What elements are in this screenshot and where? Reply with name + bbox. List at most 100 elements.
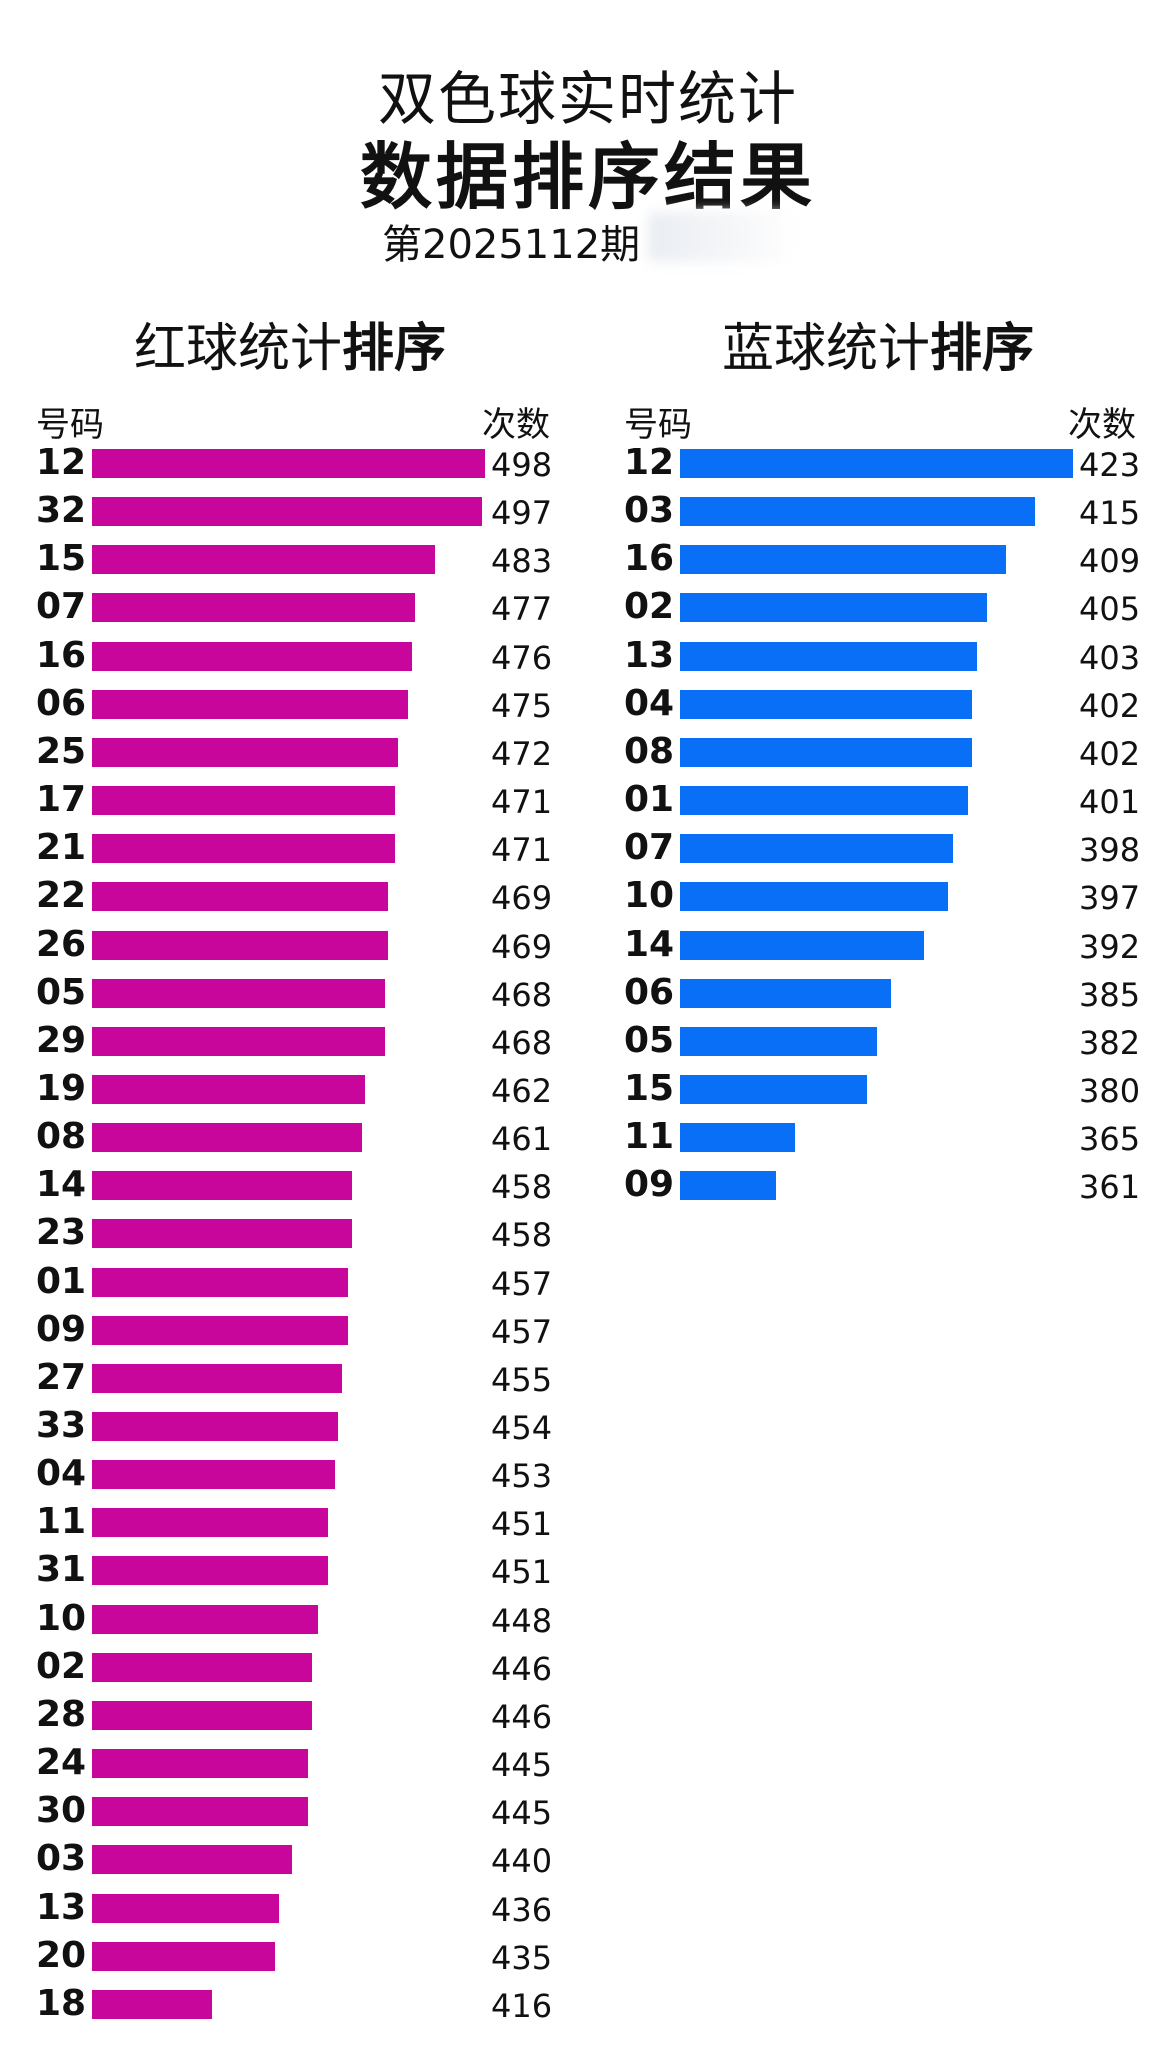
blue-col-count-header: 次数 (1068, 405, 1136, 445)
blue-bar (680, 978, 891, 1008)
blue-bar (680, 497, 1035, 527)
red-number-label: 03 (36, 1838, 87, 1880)
red-bar (92, 1508, 329, 1538)
red-number-label: 25 (36, 730, 87, 772)
red-count-label: 468 (491, 1023, 553, 1062)
blue-count-label: 385 (1079, 975, 1141, 1014)
red-bar (92, 1026, 386, 1056)
red-number-label: 26 (36, 923, 87, 965)
red-number-label: 31 (36, 1549, 87, 1591)
chart-subtitle: 数据排序结果 (359, 135, 816, 219)
redacted-date (648, 212, 798, 262)
red-number-label: 23 (36, 1212, 87, 1254)
red-bar (92, 1412, 339, 1441)
blue-bar (680, 1171, 776, 1201)
red-number-label: 19 (36, 1067, 87, 1109)
red-bar (92, 1363, 342, 1393)
blue-number-label: 12 (624, 442, 675, 483)
red-number-label: 30 (36, 1790, 87, 1832)
blue-number-label: 15 (624, 1067, 675, 1109)
blue-bar (680, 786, 968, 816)
blue-count-label: 397 (1079, 879, 1141, 918)
red-number-label: 06 (36, 682, 87, 724)
blue-bar (680, 449, 1073, 478)
blue-number-label: 11 (624, 1116, 675, 1158)
red-number-label: 27 (36, 1356, 87, 1398)
blue-bar (680, 1074, 867, 1104)
red-bar (92, 1700, 312, 1730)
blue-number-label: 01 (624, 779, 675, 821)
blue-number-label: 03 (624, 490, 675, 532)
red-number-label: 07 (36, 586, 87, 628)
blue-bar (680, 545, 1006, 575)
red-bar (92, 1845, 292, 1875)
red-count-label: 497 (491, 494, 553, 533)
blue-count-label: 423 (1079, 446, 1141, 484)
red-count-label: 469 (491, 927, 553, 966)
red-bar (92, 882, 389, 912)
red-bar (92, 1989, 212, 2019)
red-count-label: 451 (491, 1553, 553, 1592)
blue-panel-title-main: 蓝球统计 (722, 319, 931, 379)
chart-title: 双色球实时统计 (377, 65, 798, 133)
red-count-label: 457 (491, 1312, 553, 1351)
red-count-label: 457 (491, 1264, 553, 1303)
red-number-label: 10 (36, 1597, 87, 1639)
blue-col-number-header: 号码 (624, 405, 692, 445)
red-count-label: 476 (491, 638, 553, 677)
blue-count-label: 415 (1079, 494, 1141, 533)
red-count-label: 458 (491, 1216, 553, 1255)
blue-number-label: 13 (624, 634, 675, 676)
red-panel-title-main: 红球统计 (134, 319, 343, 379)
blue-bar (680, 737, 973, 767)
blue-number-label: 05 (624, 1019, 675, 1061)
red-number-label: 22 (36, 875, 87, 917)
red-count-label: 475 (491, 686, 553, 725)
red-number-label: 05 (36, 971, 87, 1013)
blue-count-label: 409 (1079, 542, 1141, 581)
blue-number-label: 04 (624, 682, 675, 724)
red-bar (92, 1941, 276, 1971)
red-bar (92, 689, 409, 719)
red-bar (92, 545, 436, 575)
blue-count-label: 382 (1079, 1023, 1141, 1062)
red-number-label: 01 (36, 1260, 87, 1302)
red-col-count-header: 次数 (482, 405, 550, 445)
red-number-label: 15 (36, 538, 87, 580)
red-number-label: 21 (36, 827, 87, 869)
blue-count-label: 380 (1079, 1071, 1141, 1110)
red-count-label: 445 (491, 1746, 553, 1785)
red-count-label: 448 (491, 1601, 553, 1640)
red-number-label: 20 (36, 1934, 87, 1976)
red-bar (92, 930, 389, 960)
red-bar (92, 978, 386, 1008)
red-count-label: 436 (491, 1890, 553, 1929)
blue-bar (680, 1123, 796, 1153)
blue-number-label: 08 (624, 730, 675, 772)
red-number-label: 33 (36, 1405, 87, 1446)
red-count-label: 440 (491, 1842, 553, 1881)
blue-number-label: 07 (624, 827, 675, 869)
red-bar (92, 1604, 319, 1634)
red-panel-title-bold: 排序 (342, 319, 447, 379)
blue-panel-title: 蓝球统计排序 (722, 306, 1034, 381)
red-count-label: 435 (491, 1938, 553, 1977)
red-bar (92, 1219, 352, 1249)
red-count-label: 472 (491, 734, 553, 773)
red-bar (92, 593, 416, 623)
red-bar (92, 1893, 279, 1923)
red-bar (92, 1171, 352, 1201)
red-bar (92, 1315, 349, 1345)
blue-number-label: 02 (624, 586, 675, 628)
red-bar (92, 1267, 349, 1297)
red-count-label: 471 (491, 783, 553, 822)
red-bar (92, 1749, 309, 1779)
red-bar (92, 497, 482, 527)
blue-number-label: 09 (624, 1164, 675, 1206)
red-count-label: 462 (491, 1071, 553, 1110)
red-number-label: 28 (36, 1693, 87, 1735)
blue-count-label: 402 (1079, 734, 1141, 773)
blue-bar (680, 593, 987, 623)
red-count-label: 446 (491, 1697, 553, 1736)
red-count-label: 454 (491, 1409, 553, 1447)
